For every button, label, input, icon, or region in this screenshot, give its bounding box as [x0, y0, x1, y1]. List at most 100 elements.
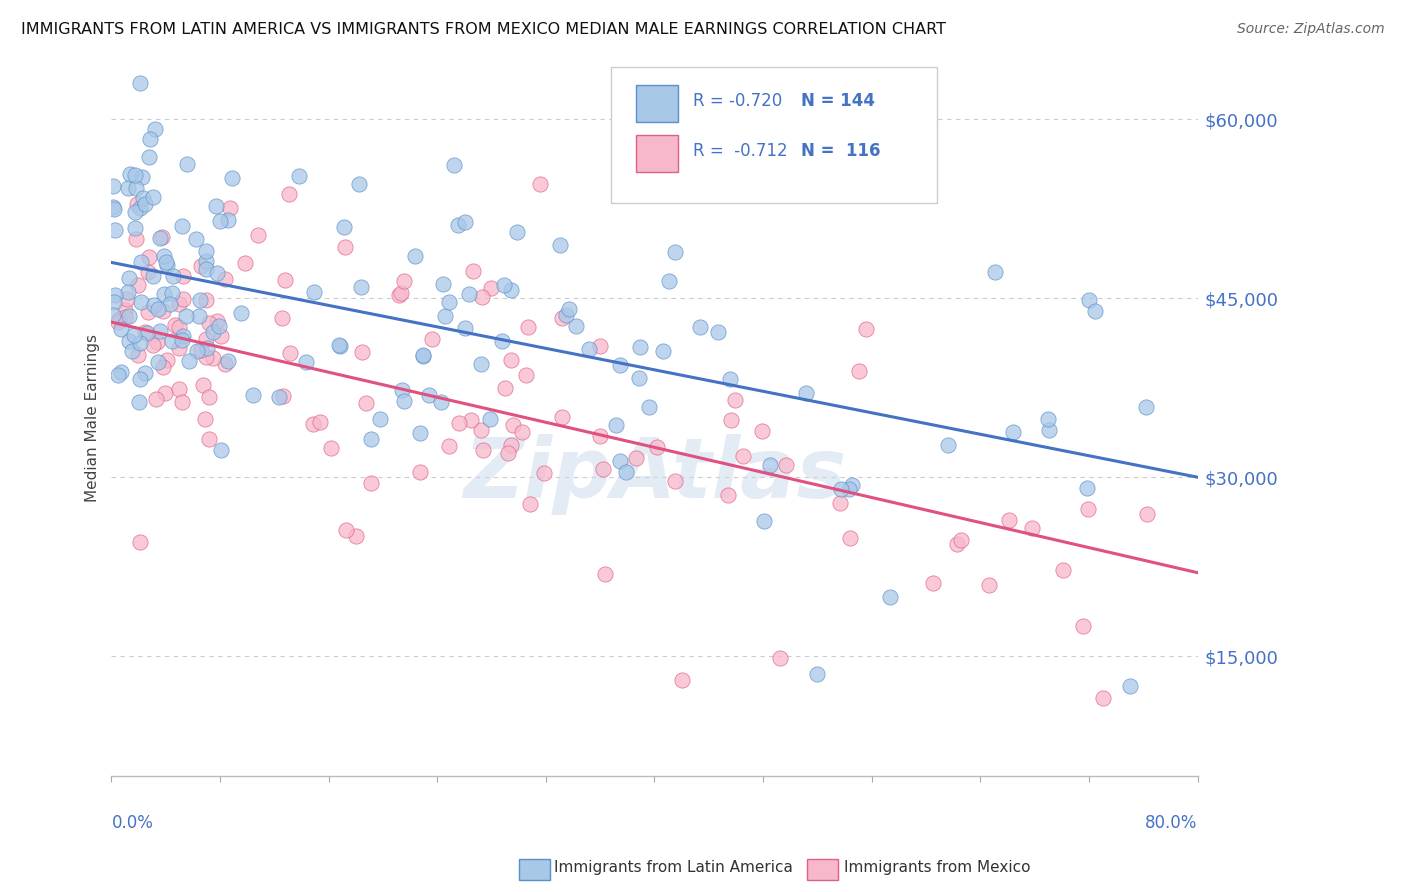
- Point: [454, 215, 477, 229]
- Text: Source: ZipAtlas.com: Source: ZipAtlas.com: [1237, 22, 1385, 37]
- Point: [775, 458, 797, 472]
- Point: [855, 322, 877, 336]
- Point: [733, 449, 755, 463]
- Point: [201, 351, 224, 366]
- Point: [177, 354, 200, 368]
- Point: [176, 157, 198, 171]
- Point: [186, 232, 208, 246]
- Point: [461, 264, 484, 278]
- Point: [368, 412, 391, 426]
- Point: [172, 292, 194, 306]
- Point: [190, 259, 212, 273]
- Point: [117, 285, 139, 300]
- Text: Immigrants from Latin America: Immigrants from Latin America: [554, 860, 793, 874]
- Point: [391, 383, 413, 397]
- Point: [208, 214, 231, 228]
- Point: [430, 395, 453, 409]
- Point: [841, 478, 863, 492]
- Point: [104, 288, 127, 302]
- Point: [146, 334, 169, 349]
- Point: [839, 531, 862, 545]
- Point: [418, 387, 440, 401]
- Point: [121, 344, 143, 359]
- FancyBboxPatch shape: [636, 135, 678, 172]
- Point: [652, 343, 675, 358]
- Point: [115, 292, 138, 306]
- Point: [127, 197, 149, 211]
- Point: [1091, 690, 1114, 705]
- Point: [1021, 520, 1043, 534]
- Point: [664, 474, 686, 488]
- Point: [124, 220, 146, 235]
- Point: [194, 350, 217, 364]
- Point: [129, 372, 152, 386]
- Point: [195, 293, 218, 307]
- Point: [1118, 679, 1140, 693]
- Point: [221, 171, 243, 186]
- Point: [138, 250, 160, 264]
- Point: [404, 250, 426, 264]
- Point: [103, 308, 125, 322]
- Point: [127, 278, 149, 293]
- Point: [162, 269, 184, 284]
- Point: [167, 297, 190, 311]
- Point: [167, 382, 190, 396]
- Point: [453, 321, 475, 335]
- Point: [433, 309, 456, 323]
- Point: [148, 301, 170, 316]
- Point: [350, 279, 373, 293]
- Point: [479, 411, 502, 425]
- Point: [159, 297, 181, 311]
- Point: [174, 309, 197, 323]
- Point: [235, 256, 257, 270]
- Point: [104, 223, 127, 237]
- Point: [447, 416, 470, 430]
- Point: [142, 338, 165, 352]
- Point: [156, 353, 179, 368]
- Point: [110, 365, 132, 379]
- Point: [946, 537, 969, 551]
- Point: [589, 339, 612, 353]
- Point: [204, 198, 226, 212]
- Point: [347, 177, 370, 191]
- Point: [984, 265, 1007, 279]
- Point: [1077, 502, 1099, 516]
- Point: [447, 218, 470, 232]
- Point: [134, 197, 156, 211]
- Text: R = -0.720: R = -0.720: [693, 92, 782, 110]
- Point: [129, 255, 152, 269]
- Point: [491, 334, 513, 348]
- Point: [302, 285, 325, 300]
- Point: [187, 310, 209, 324]
- Point: [128, 201, 150, 215]
- Point: [1136, 507, 1159, 521]
- Point: [208, 318, 231, 333]
- Point: [605, 417, 627, 432]
- Point: [671, 673, 693, 687]
- Point: [197, 432, 219, 446]
- Point: [565, 318, 588, 333]
- Point: [156, 258, 179, 272]
- Point: [977, 578, 1000, 592]
- FancyBboxPatch shape: [636, 85, 678, 122]
- Point: [439, 439, 461, 453]
- Point: [319, 441, 342, 455]
- Point: [110, 322, 132, 336]
- Point: [217, 213, 239, 227]
- Point: [197, 341, 219, 355]
- Text: 80.0%: 80.0%: [1146, 814, 1198, 832]
- Point: [1071, 619, 1094, 633]
- Point: [163, 318, 186, 333]
- Point: [152, 359, 174, 374]
- Point: [392, 274, 415, 288]
- Point: [479, 281, 502, 295]
- Point: [516, 320, 538, 334]
- Point: [751, 424, 773, 438]
- Point: [124, 204, 146, 219]
- Point: [117, 271, 139, 285]
- Point: [214, 272, 236, 286]
- Point: [118, 310, 141, 324]
- Point: [551, 311, 574, 326]
- Point: [458, 286, 481, 301]
- Point: [723, 393, 745, 408]
